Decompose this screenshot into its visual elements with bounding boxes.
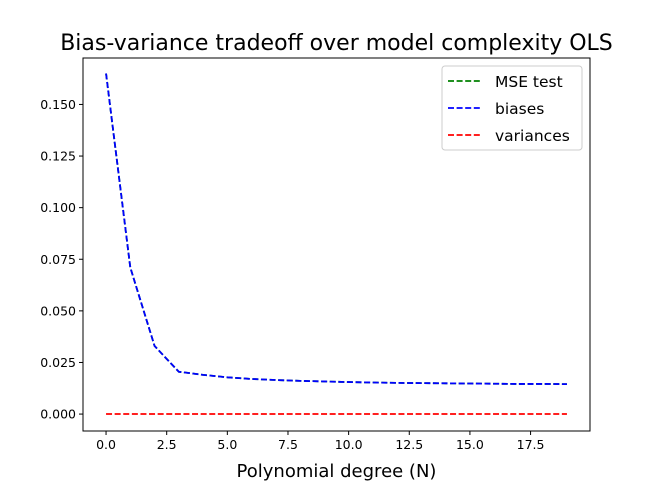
legend-label-mse-test: MSE test <box>495 73 563 91</box>
plot-area: 0.0 2.5 5.0 7.5 10.0 12.5 15.0 17.5 0.000 0.025 0.… <box>40 57 591 452</box>
series-line-biases <box>105 73 567 386</box>
y-tick-label: 0.050 <box>40 303 76 318</box>
y-tick-label: 0.125 <box>40 149 76 164</box>
x-tick-label: 10.0 <box>335 437 363 452</box>
x-tick-label: 7.5 <box>278 437 298 452</box>
y-tick-label: 0.000 <box>40 407 76 422</box>
y-tick-label: 0.150 <box>40 97 76 112</box>
y-tick-label: 0.025 <box>40 355 76 370</box>
x-tick-label: 2.5 <box>157 437 177 452</box>
x-tick-label: 15.0 <box>456 437 484 452</box>
x-tick-label: 12.5 <box>395 437 423 452</box>
legend: MSE test biases variances <box>441 65 583 151</box>
legend-label-variances: variances <box>495 127 570 145</box>
legend-box <box>441 65 583 151</box>
chart-title: Bias-variance tradeoff over model comple… <box>60 31 613 56</box>
y-tick-label: 0.075 <box>40 252 76 267</box>
series-layer <box>105 73 567 415</box>
x-tick-label: 17.5 <box>517 437 545 452</box>
legend-label-biases: biases <box>495 100 544 118</box>
axes-layer: 0.0 2.5 5.0 7.5 10.0 12.5 15.0 17.5 0.000 0.025 0.… <box>40 57 591 452</box>
x-axis-label: Polynomial degree (N) <box>237 461 437 482</box>
x-tick-label: 0.0 <box>96 437 116 452</box>
x-tick-label: 5.0 <box>217 437 237 452</box>
y-tick-label: 0.100 <box>40 200 76 215</box>
axes-frame <box>82 57 591 432</box>
